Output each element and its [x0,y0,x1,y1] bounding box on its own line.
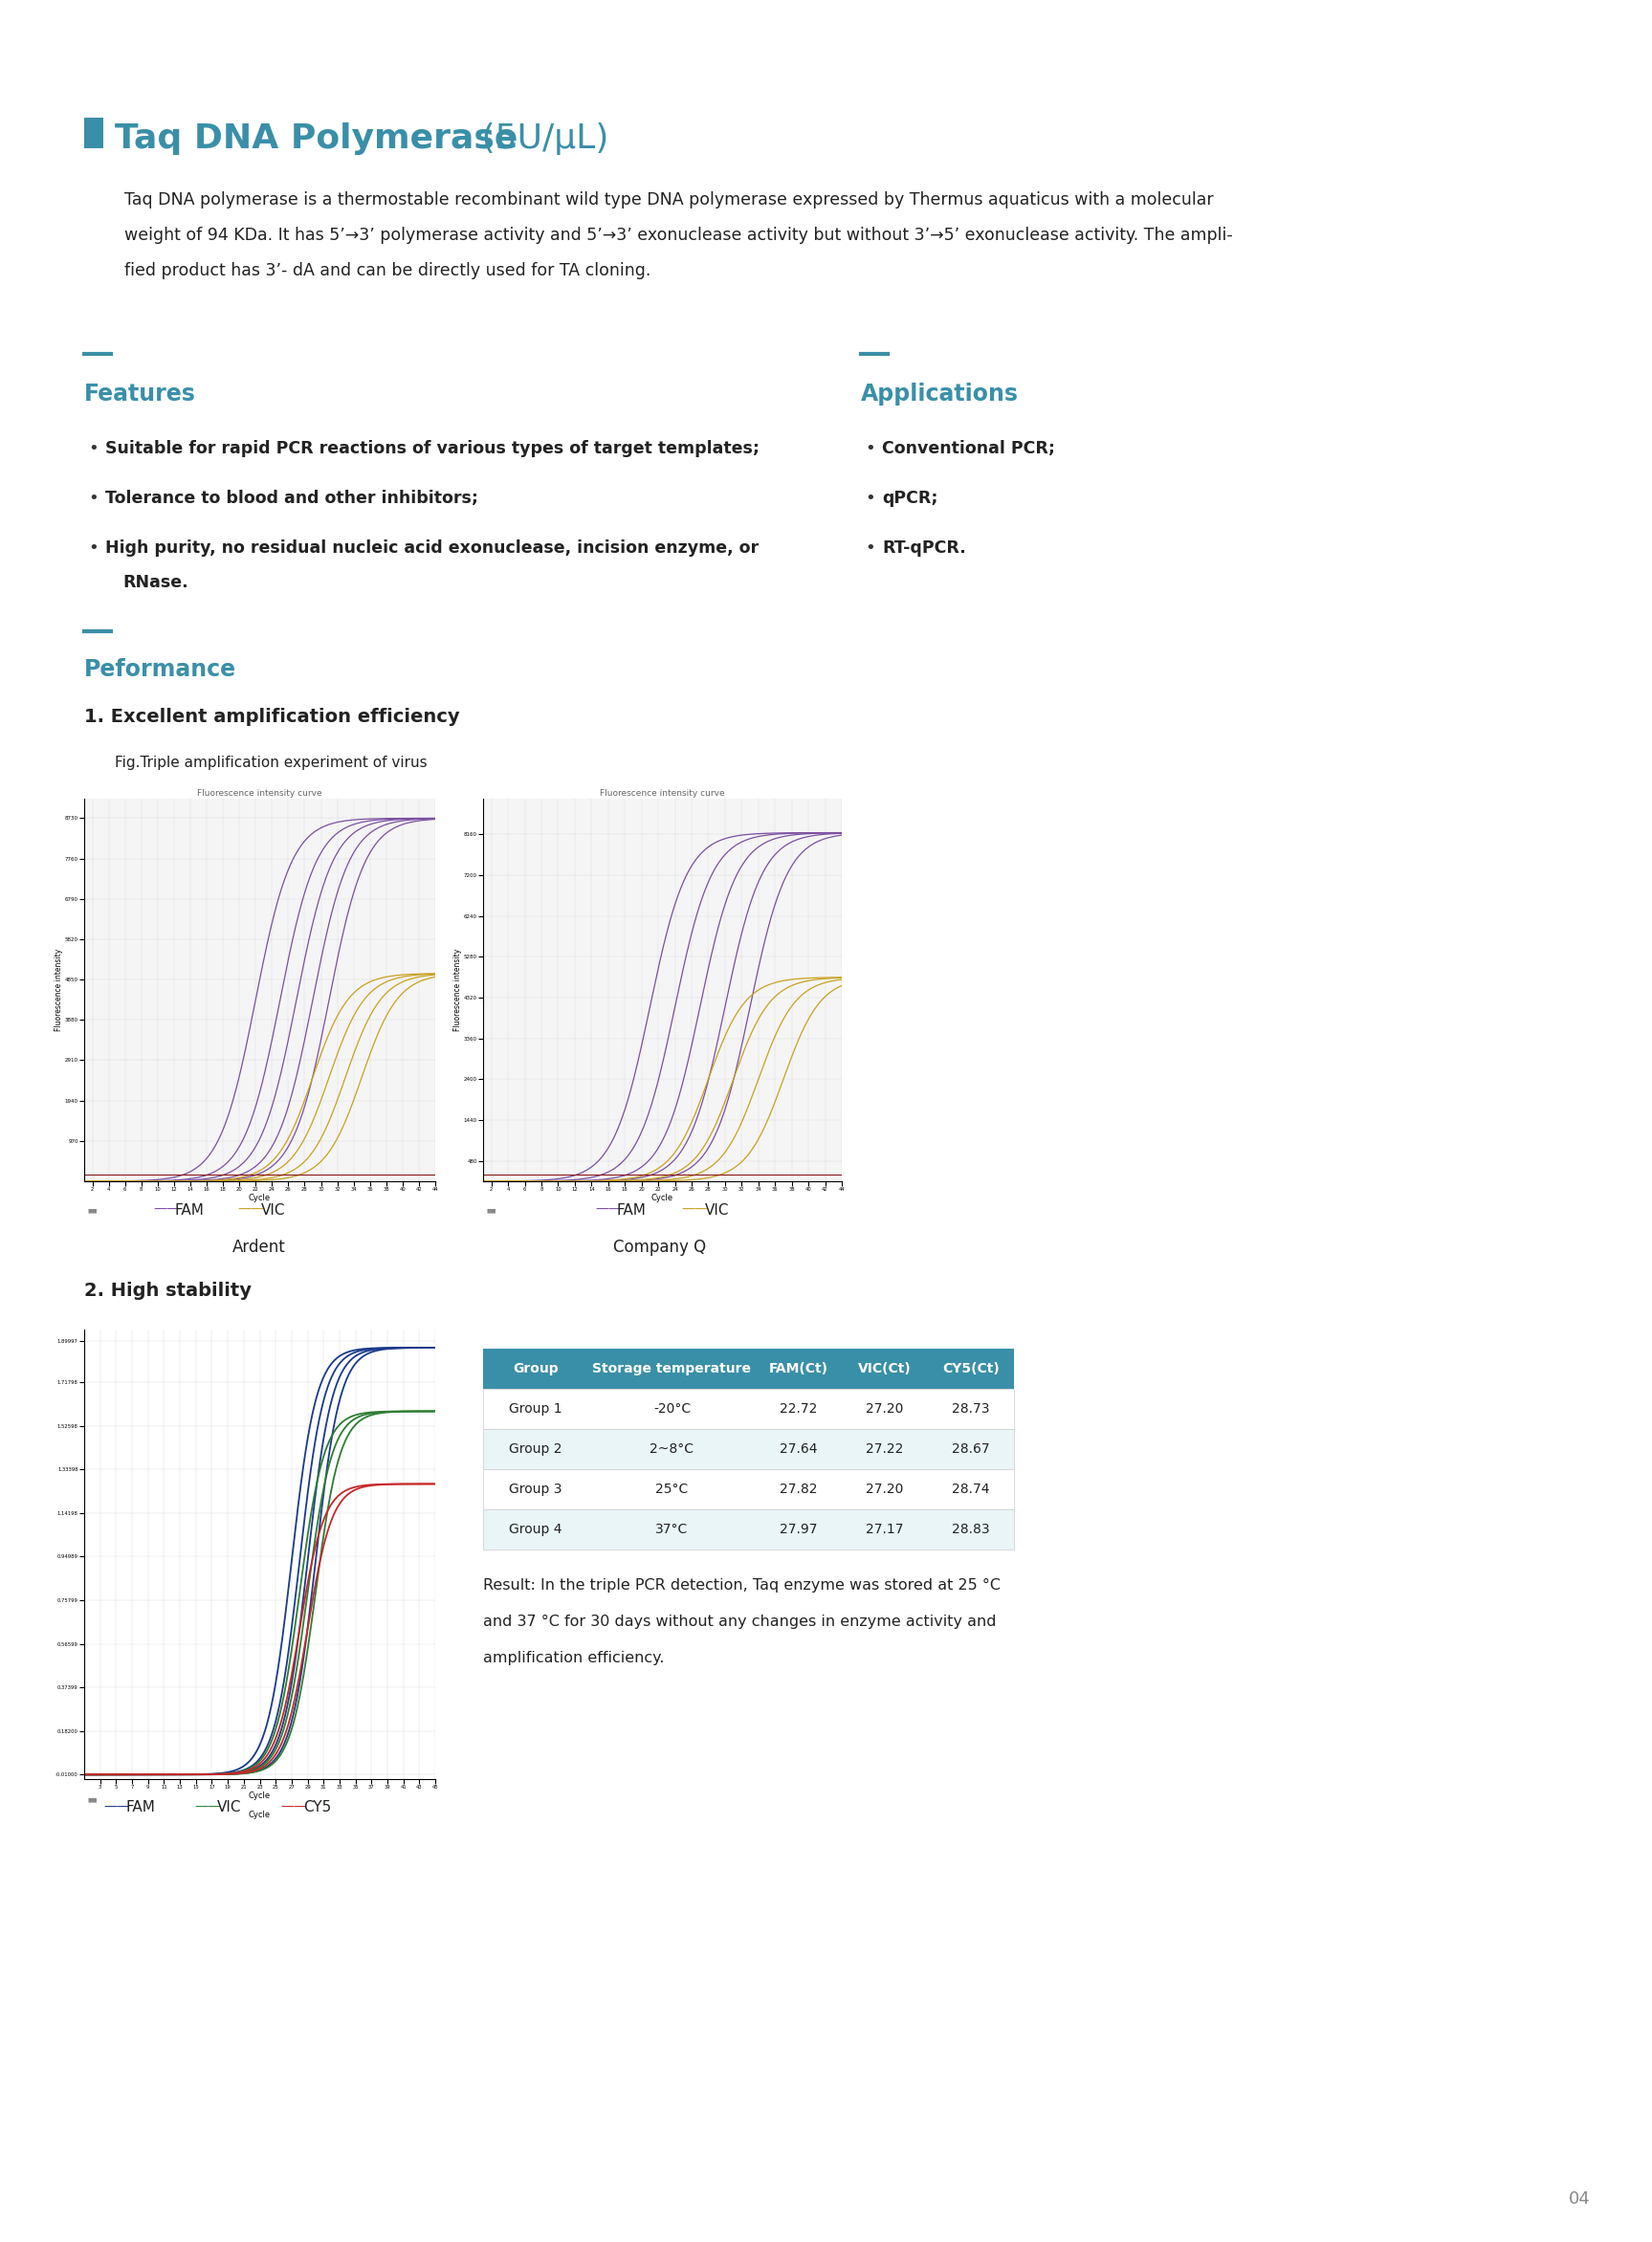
Y-axis label: Fluorescence intensity: Fluorescence intensity [454,948,463,1031]
Text: Group 2: Group 2 [509,1442,562,1455]
Text: Suitable for rapid PCR reactions of various types of target templates;: Suitable for rapid PCR reactions of vari… [106,439,760,457]
Text: 28.73: 28.73 [952,1401,990,1415]
Text: ——: —— [104,1800,129,1814]
Text: 27.20: 27.20 [866,1401,904,1415]
Text: 25°C: 25°C [656,1482,689,1495]
Text: 22.72: 22.72 [780,1401,818,1415]
Text: ——: —— [238,1204,264,1217]
Text: 27.17: 27.17 [866,1522,904,1536]
Text: (5U/μL): (5U/μL) [471,123,608,155]
Text: weight of 94 KDa. It has 5’→3’ polymerase activity and 5’→3’ exonuclease activit: weight of 94 KDa. It has 5’→3’ polymeras… [124,226,1232,244]
Text: 2~8°C: 2~8°C [649,1442,694,1455]
Text: Tolerance to blood and other inhibitors;: Tolerance to blood and other inhibitors; [106,489,479,507]
Text: •: • [88,439,97,457]
Text: RNase.: RNase. [122,574,188,592]
Text: ——: —— [595,1204,621,1217]
Text: FAM: FAM [175,1202,205,1217]
Text: Features: Features [84,383,197,406]
Text: FAM: FAM [616,1202,646,1217]
Text: qPCR;: qPCR; [882,489,938,507]
Text: •: • [864,439,876,457]
Text: Peformance: Peformance [84,659,236,682]
Text: Ardent: Ardent [233,1238,286,1256]
Text: ■■: ■■ [487,1208,497,1213]
Text: •: • [864,540,876,556]
Text: 1. Excellent amplification efficiency: 1. Excellent amplification efficiency [84,708,459,726]
Text: High purity, no residual nucleic acid exonuclease, incision enzyme, or: High purity, no residual nucleic acid ex… [106,540,758,556]
X-axis label: Cycle: Cycle [249,1193,271,1202]
Bar [482,1509,1014,1549]
Text: 28.67: 28.67 [952,1442,990,1455]
Bar [482,1469,1014,1509]
Text: 28.83: 28.83 [952,1522,990,1536]
Text: 27.64: 27.64 [780,1442,818,1455]
Text: Conventional PCR;: Conventional PCR; [882,439,1056,457]
Text: VIC: VIC [261,1202,286,1217]
Text: 27.20: 27.20 [866,1482,904,1495]
Text: Group 1: Group 1 [509,1401,562,1415]
Text: Group: Group [512,1363,558,1374]
Text: ——: —— [195,1800,220,1814]
Text: ■■: ■■ [88,1208,97,1213]
Text: Taq DNA Polymerase: Taq DNA Polymerase [114,123,517,155]
Text: Group 4: Group 4 [509,1522,562,1536]
Text: 37°C: 37°C [656,1522,689,1536]
Text: •: • [864,489,876,507]
Text: Company Q: Company Q [613,1238,707,1256]
Text: 28.74: 28.74 [952,1482,990,1495]
X-axis label: Cycle: Cycle [249,1791,271,1800]
Text: 04: 04 [1569,2190,1591,2208]
Text: fied product has 3’- dA and can be directly used for TA cloning.: fied product has 3’- dA and can be direc… [124,262,651,280]
Text: and 37 °C for 30 days without any changes in enzyme activity and: and 37 °C for 30 days without any change… [482,1614,996,1630]
Text: ■■: ■■ [88,1798,97,1803]
Text: ——: —— [154,1204,180,1217]
Text: VIC: VIC [216,1800,241,1816]
Bar [482,1388,1014,1428]
Text: Taq DNA polymerase is a thermostable recombinant wild type DNA polymerase expres: Taq DNA polymerase is a thermostable rec… [124,191,1214,209]
Text: Cycle: Cycle [249,1812,271,1818]
Text: ——: —— [281,1800,307,1814]
Bar [482,1350,1014,1388]
Text: Result: In the triple PCR detection, Taq enzyme was stored at 25 °C: Result: In the triple PCR detection, Taq… [482,1578,1001,1592]
Text: FAM(Ct): FAM(Ct) [770,1363,828,1374]
Text: 2. High stability: 2. High stability [84,1282,251,1300]
Text: VIC: VIC [705,1202,730,1217]
Text: FAM: FAM [126,1800,155,1816]
Text: Storage temperature: Storage temperature [593,1363,752,1374]
Text: 27.97: 27.97 [780,1522,818,1536]
Text: Fig.Triple amplification experiment of virus: Fig.Triple amplification experiment of v… [114,756,428,769]
Title: Fluorescence intensity curve: Fluorescence intensity curve [197,789,322,798]
Text: •: • [88,489,97,507]
Y-axis label: Fluorescence intensity: Fluorescence intensity [55,948,63,1031]
Text: CY5(Ct): CY5(Ct) [942,1363,999,1374]
Text: Applications: Applications [861,383,1019,406]
X-axis label: Cycle: Cycle [651,1193,674,1202]
Text: RT-qPCR.: RT-qPCR. [882,540,966,556]
Title: Fluorescence intensity curve: Fluorescence intensity curve [600,789,725,798]
Text: CY5: CY5 [304,1800,330,1816]
Text: VIC(Ct): VIC(Ct) [857,1363,912,1374]
Text: amplification efficiency.: amplification efficiency. [482,1650,664,1666]
Text: 27.82: 27.82 [780,1482,818,1495]
Text: •: • [88,540,97,556]
Text: Group 3: Group 3 [509,1482,562,1495]
Text: ——: —— [681,1204,707,1217]
Bar [482,1428,1014,1469]
Text: 27.22: 27.22 [866,1442,904,1455]
Bar [84,117,104,148]
Text: -20°C: -20°C [653,1401,691,1415]
